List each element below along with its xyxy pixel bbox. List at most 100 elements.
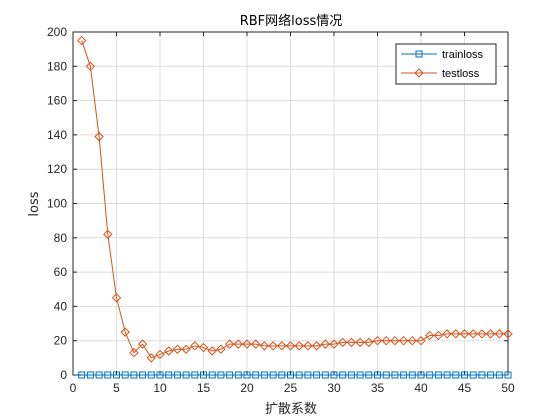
trainloss-point [234, 371, 242, 379]
testloss-point [103, 229, 113, 240]
x-tick-label: 5 [113, 381, 120, 395]
testloss-point [155, 349, 165, 360]
testloss-point [224, 339, 235, 349]
y-tick-label: 180 [47, 59, 67, 73]
y-tick-label: 40 [54, 299, 68, 313]
testloss-point [320, 339, 331, 349]
trainloss-point [365, 371, 373, 379]
trainloss-point [504, 371, 512, 379]
testloss-point [407, 335, 418, 346]
x-tick-label: 30 [327, 381, 341, 395]
testloss-point [85, 61, 96, 72]
trainloss-point [330, 371, 338, 379]
testloss-point [198, 342, 209, 353]
testloss-point [416, 335, 426, 346]
testloss-point [242, 339, 252, 349]
x-tick-label: 45 [458, 381, 472, 395]
testloss-point [355, 337, 365, 348]
testloss-point [424, 330, 435, 341]
testloss-point [277, 341, 287, 351]
trainloss-point [469, 371, 477, 379]
testloss-point [381, 335, 391, 346]
legend-marker-testloss [414, 68, 424, 78]
testloss-point [207, 346, 217, 356]
x-tick-label: 15 [197, 381, 211, 395]
trainloss-point [269, 371, 277, 379]
trainloss-point [113, 371, 120, 379]
trainloss-point [400, 371, 408, 379]
trainloss-point [78, 371, 86, 379]
trainloss-point [417, 371, 425, 379]
y-tick-label: 20 [54, 334, 68, 348]
testloss-point [129, 347, 139, 358]
x-tick-label: 35 [371, 381, 385, 395]
testloss-line [81, 40, 508, 359]
trainloss-point [104, 371, 112, 379]
y-tick-label: 80 [54, 231, 68, 245]
x-tick-label: 50 [501, 381, 515, 395]
testloss-point [190, 341, 200, 351]
trainloss-point [252, 371, 260, 379]
trainloss-point [226, 371, 234, 379]
trainloss-point [321, 371, 329, 379]
x-tick-label: 20 [240, 381, 254, 395]
testloss-point [163, 346, 174, 356]
trainloss-point [173, 371, 181, 379]
testloss-point [146, 353, 157, 363]
testloss-point [250, 339, 261, 349]
x-tick-label: 40 [414, 381, 428, 395]
x-tick-label: 0 [70, 381, 77, 395]
trainloss-point [130, 371, 138, 379]
testloss-point [477, 329, 487, 339]
testloss-point [303, 341, 313, 351]
legend: trainloss testloss [395, 43, 497, 85]
x-tick-label: 10 [153, 381, 167, 395]
trainloss-point [495, 371, 503, 379]
y-tick-label: 100 [47, 197, 67, 211]
series-group [76, 35, 513, 379]
x-tick-label: 25 [284, 381, 298, 395]
testloss-point [329, 339, 339, 349]
legend-marker-trainloss [415, 50, 423, 58]
testloss-point [111, 293, 122, 303]
testloss-point [390, 335, 400, 346]
series-trainloss [78, 371, 512, 379]
trainloss-point [260, 371, 268, 379]
testloss-point [76, 35, 87, 46]
trainloss-point [443, 371, 451, 379]
trainloss-point [374, 371, 381, 379]
trainloss-point [391, 371, 399, 379]
trainloss-point [339, 371, 347, 379]
trainloss-point [434, 371, 442, 379]
trainloss-point [347, 371, 355, 379]
testloss-point [337, 337, 348, 348]
testloss-point [172, 344, 183, 354]
trainloss-point [426, 371, 434, 379]
testloss-point [451, 329, 461, 339]
series-testloss [76, 35, 513, 363]
testloss-point [459, 329, 470, 339]
x-axis-label: 扩散系数 [265, 402, 317, 417]
trainloss-point [287, 371, 294, 379]
testloss-point [364, 337, 374, 348]
legend-label-trainloss: trainloss [442, 49, 483, 61]
trainloss-point [208, 371, 216, 379]
trainloss-point [487, 371, 495, 379]
y-tick-label: 140 [47, 128, 67, 142]
trainloss-point [452, 371, 460, 379]
testloss-point [181, 344, 191, 354]
trainloss-point [304, 371, 312, 379]
trainloss-point [86, 371, 94, 379]
testloss-point [442, 329, 452, 339]
testloss-point [285, 341, 296, 351]
trainloss-point [217, 371, 225, 379]
y-axis-label: loss [27, 191, 42, 216]
testloss-point [468, 329, 478, 339]
trainloss-point [278, 371, 286, 379]
y-tick-label: 60 [54, 265, 68, 279]
testloss-point [503, 329, 513, 339]
legend-label-testloss: testloss [442, 68, 480, 80]
trainloss-point [165, 371, 173, 379]
trainloss-point [147, 371, 155, 379]
